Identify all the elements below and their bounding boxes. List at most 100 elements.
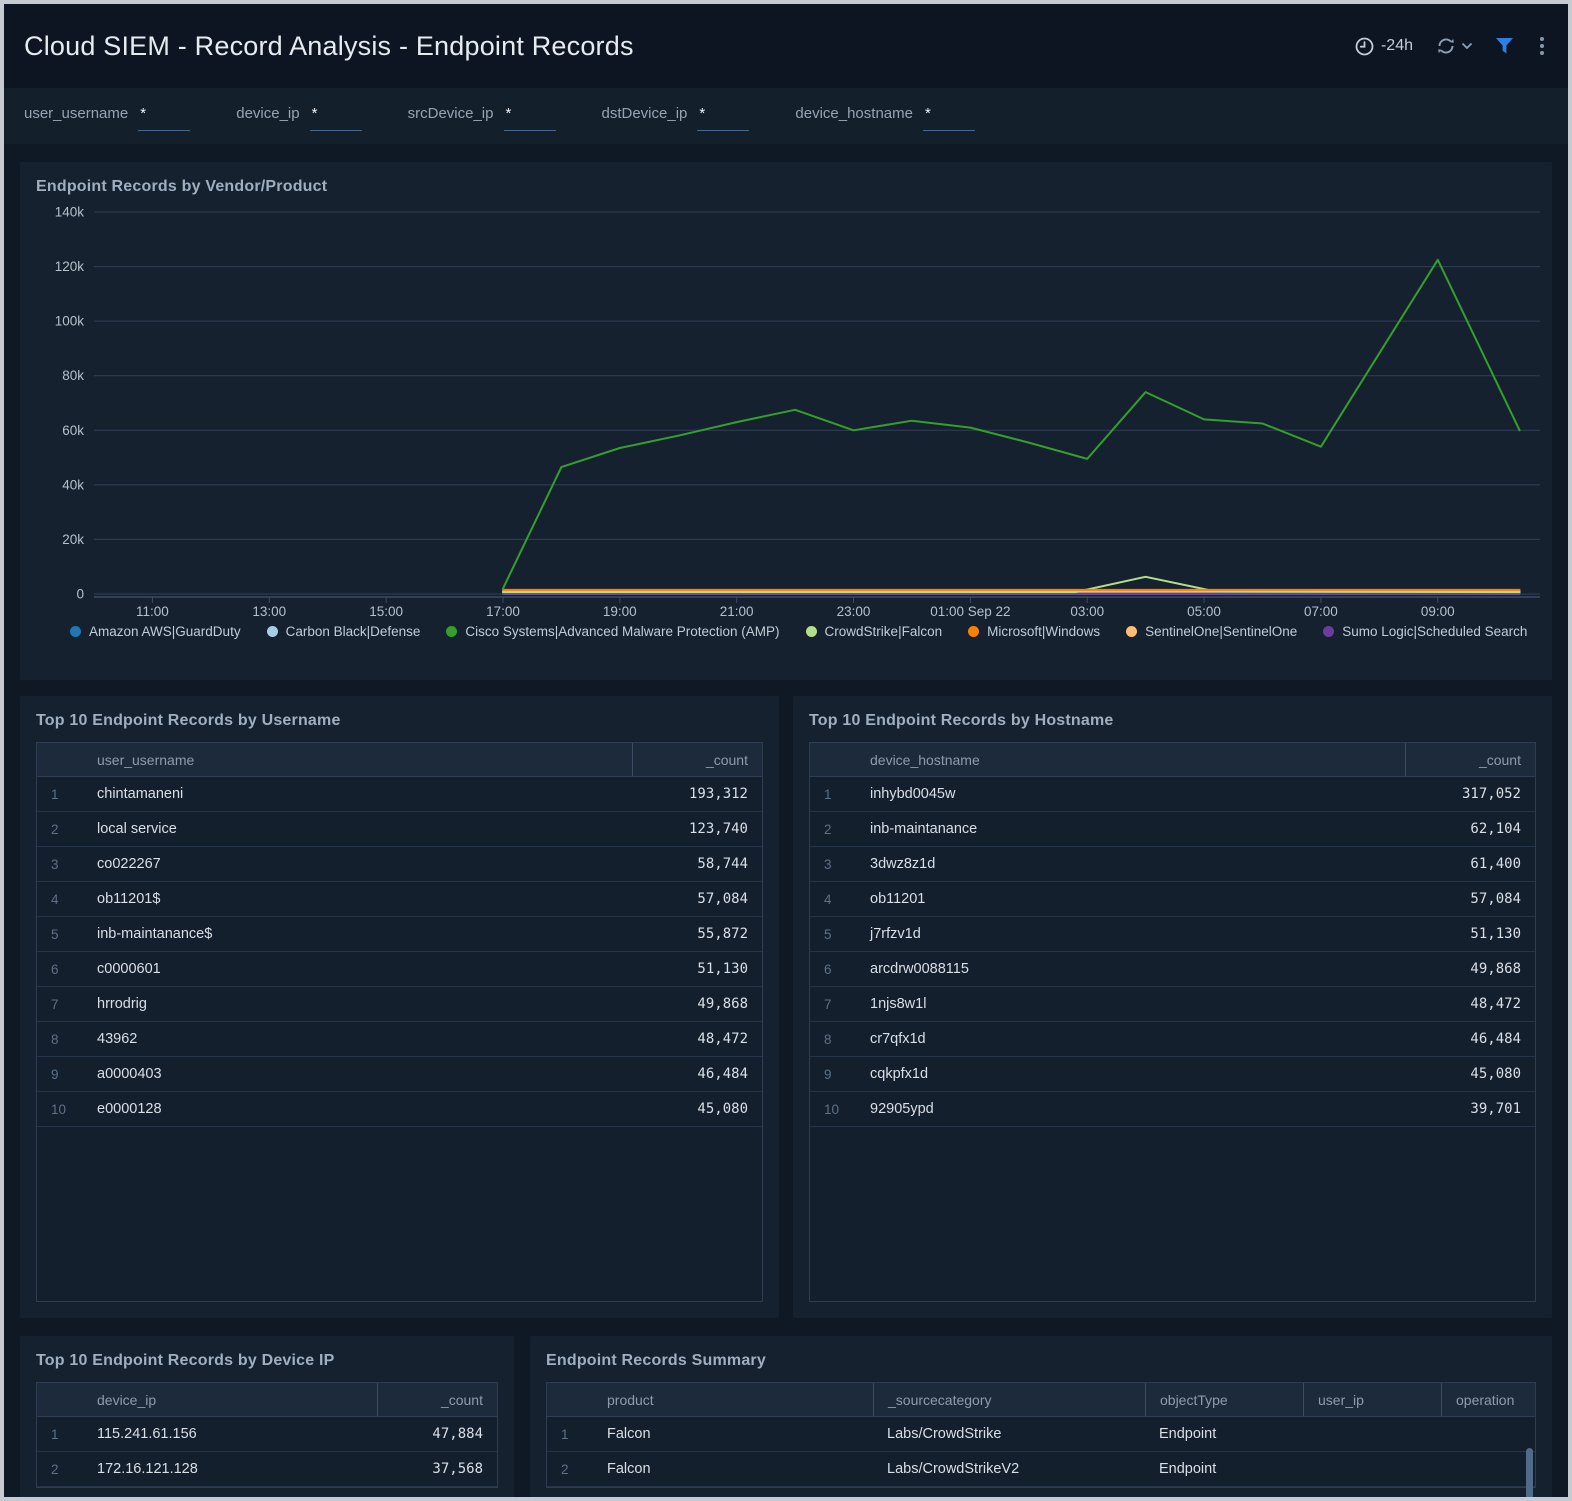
table-header-row: device_ip _count <box>37 1383 497 1417</box>
table-row[interactable]: 8 cr7qfx1d 46,484 <box>810 1022 1535 1057</box>
legend-item[interactable]: Sumo Logic|Scheduled Search <box>1323 624 1527 639</box>
filter-value-input[interactable]: * <box>138 101 191 131</box>
legend-item[interactable]: SentinelOne|SentinelOne <box>1126 624 1297 639</box>
filter-value-input[interactable]: * <box>503 101 556 131</box>
row-rank: 8 <box>51 1031 59 1047</box>
kebab-menu-icon[interactable] <box>1536 33 1548 59</box>
table-row[interactable]: 1 chintamaneni 193,312 <box>37 777 762 812</box>
table-row[interactable]: 6 arcdrw0088115 49,868 <box>810 952 1535 987</box>
filter-button[interactable] <box>1495 37 1514 55</box>
column-header[interactable]: operation <box>1441 1383 1535 1416</box>
table-cell: local service <box>97 821 177 837</box>
table-row[interactable]: 5 j7rfzv1d 51,130 <box>810 917 1535 952</box>
legend-label: Microsoft|Windows <box>987 624 1101 639</box>
filter-value-input[interactable]: * <box>697 101 750 131</box>
column-header[interactable]: user_ip <box>1303 1383 1441 1416</box>
table-row[interactable]: 4 ob11201 57,084 <box>810 882 1535 917</box>
row-rank: 2 <box>51 821 59 837</box>
table-cell: j7rfzv1d <box>870 926 921 942</box>
legend-dot <box>266 626 278 637</box>
row-rank: 4 <box>824 891 832 907</box>
middle-row: Top 10 Endpoint Records by Username user… <box>20 696 1552 1318</box>
panel-title: Top 10 Endpoint Records by Device IP <box>36 1352 335 1369</box>
svg-text:01:00 Sep 22: 01:00 Sep 22 <box>930 604 1010 619</box>
legend-item[interactable]: Carbon Black|Defense <box>266 624 420 639</box>
panel-title: Endpoint Records Summary <box>546 1352 766 1369</box>
column-header[interactable] <box>37 743 83 776</box>
table-row[interactable]: 10 e0000128 45,080 <box>37 1092 762 1127</box>
column-header[interactable]: device_hostname <box>870 751 980 768</box>
table-row[interactable]: 4 ob11201$ 57,084 <box>37 882 762 917</box>
table-row[interactable]: 5 inb-maintanance$ 55,872 <box>37 917 762 952</box>
column-header[interactable]: product <box>607 1391 654 1408</box>
legend-item[interactable]: Microsoft|Windows <box>968 624 1100 639</box>
filter-bar: user_username * device_ip * srcDevice_ip * dst… <box>4 88 1568 144</box>
column-header[interactable] <box>547 1383 593 1416</box>
legend-dot <box>70 626 81 637</box>
table-row[interactable]: 7 hrrodrig 49,868 <box>37 987 762 1022</box>
table-cell: ob11201 <box>870 891 926 907</box>
legend-label: Cisco Systems|Advanced Malware Protectio… <box>465 624 780 639</box>
legend-item[interactable]: CrowdStrike|Falcon <box>805 624 942 639</box>
table-row[interactable]: 1 inhybd0045w 317,052 <box>810 777 1535 812</box>
filter-value-input[interactable]: * <box>309 101 362 131</box>
table-row[interactable]: 2 172.16.121.128 37,568 <box>37 1452 497 1487</box>
table-row[interactable]: 9 cqkpfx1d 45,080 <box>810 1057 1535 1092</box>
table-row[interactable]: 2 Falcon Labs/CrowdStrikeV2 Endpoint <box>547 1452 1535 1487</box>
column-header[interactable]: device_ip <box>97 1391 157 1408</box>
svg-text:11:00: 11:00 <box>136 604 169 619</box>
table-cell: 49,868 <box>697 996 748 1012</box>
vertical-scrollbar[interactable] <box>1526 1448 1533 1497</box>
column-header[interactable] <box>37 1383 83 1416</box>
svg-text:60k: 60k <box>62 423 84 438</box>
panel-title: Top 10 Endpoint Records by Username <box>36 712 341 729</box>
panel-vendor-product: Endpoint Records by Vendor/Product 0 20k 4… <box>20 162 1552 680</box>
table-row[interactable]: 6 c0000601 51,130 <box>37 952 762 987</box>
column-header[interactable]: _count <box>632 743 762 776</box>
table-row[interactable]: 2 inb-maintanance 62,104 <box>810 812 1535 847</box>
filter-label: device_ip <box>236 105 300 122</box>
table-cell: Falcon <box>607 1426 651 1442</box>
row-rank: 1 <box>51 786 59 802</box>
refresh-button[interactable] <box>1435 35 1473 57</box>
column-header[interactable]: _count <box>377 1383 497 1416</box>
svg-text:140k: 140k <box>55 205 85 220</box>
table-cell: inb-maintanance$ <box>97 926 213 942</box>
legend-dot <box>805 626 817 637</box>
time-range-selector[interactable]: -24h <box>1355 37 1413 56</box>
svg-text:19:00: 19:00 <box>603 604 637 619</box>
filter-value-input[interactable]: * <box>922 101 975 131</box>
vendor-product-chart[interactable]: 0 20k 40k 60k 80k 100k 120k 140k 11:00 13:00 15:00… <box>36 202 1544 620</box>
table-cell: a0000403 <box>97 1066 162 1082</box>
table-cell: inb-maintanance <box>870 821 978 837</box>
table-row[interactable]: 1 Falcon Labs/CrowdStrike Endpoint <box>547 1417 1535 1452</box>
row-rank: 6 <box>51 961 59 977</box>
table-header-row: user_username _count <box>37 743 762 777</box>
row-rank: 1 <box>824 786 832 802</box>
dashboard-content: Endpoint Records by Vendor/Product 0 20k 4… <box>4 144 1568 1497</box>
column-header[interactable]: objectType <box>1145 1383 1303 1416</box>
table-row[interactable]: 10 92905ypd 39,701 <box>810 1092 1535 1127</box>
column-header[interactable]: _sourcecategory <box>873 1383 1145 1416</box>
row-rank: 8 <box>824 1031 832 1047</box>
table-cell: 55,872 <box>697 926 748 942</box>
legend-item[interactable]: Cisco Systems|Advanced Malware Protectio… <box>446 624 780 639</box>
table-row[interactable]: 3 3dwz8z1d 61,400 <box>810 847 1535 882</box>
filter-icon <box>1496 38 1513 54</box>
table-header-row: device_hostname _count <box>810 743 1535 777</box>
legend-dot <box>968 626 980 637</box>
table-row[interactable]: 2 local service 123,740 <box>37 812 762 847</box>
column-header[interactable] <box>810 743 856 776</box>
table-row[interactable]: 1 115.241.61.156 47,884 <box>37 1417 497 1452</box>
column-header[interactable]: user_username <box>97 751 195 768</box>
table-cell: 61,400 <box>1470 856 1521 872</box>
table-row[interactable]: 8 43962 48,472 <box>37 1022 762 1057</box>
table-row[interactable]: 9 a0000403 46,484 <box>37 1057 762 1092</box>
table-cell: 123,740 <box>688 821 748 837</box>
table-row[interactable]: 7 1njs8w1l 48,472 <box>810 987 1535 1022</box>
legend-item[interactable]: Amazon AWS|GuardDuty <box>70 624 241 639</box>
table-row[interactable]: 3 co022267 58,744 <box>37 847 762 882</box>
column-header[interactable]: _count <box>1405 743 1535 776</box>
page-title: Cloud SIEM - Record Analysis - Endpoint … <box>24 30 634 61</box>
table-cell: ob11201$ <box>97 891 161 907</box>
